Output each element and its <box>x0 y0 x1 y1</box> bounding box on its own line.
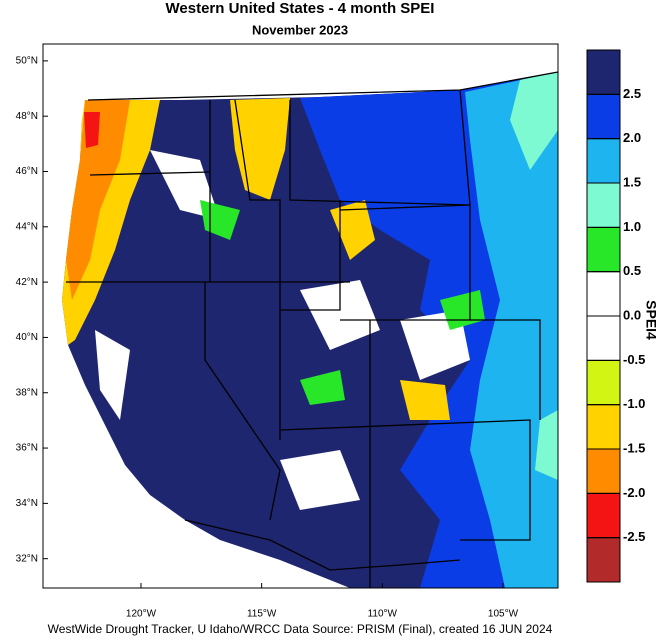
colorbar-segment <box>586 537 621 583</box>
y-tick-label: 44°N <box>16 221 38 232</box>
colorbar-tick-label: -1.0 <box>623 396 645 411</box>
y-tick-label: 32°N <box>16 553 38 564</box>
colorbar-segment <box>586 226 621 273</box>
y-tick-label: 46°N <box>16 166 38 177</box>
colorbar-segment <box>586 359 621 406</box>
credit: WestWide Drought Tracker, U Idaho/WRCC D… <box>48 622 553 636</box>
colorbar-segment <box>586 404 621 450</box>
dry-region <box>84 112 100 148</box>
colorbar-tick-label: 2.5 <box>623 86 641 101</box>
colorbar-tick-label: 2.0 <box>623 130 641 145</box>
y-tick-label: 36°N <box>16 443 38 454</box>
colorbar-segment <box>586 492 621 539</box>
y-tick-label: 40°N <box>16 332 38 343</box>
y-tick-label: 50°N <box>16 56 38 67</box>
subtitle: November 2023 <box>252 22 348 37</box>
title: Western United States - 4 month SPEI <box>166 0 435 17</box>
colorbar-tick-label: -2.0 <box>623 485 645 500</box>
map-area <box>42 43 559 589</box>
colorbar-segment <box>586 182 621 228</box>
y-tick-label: 42°N <box>16 277 38 288</box>
colorbar-tick-label: -2.5 <box>623 529 645 544</box>
colorbar-tick-label: -1.5 <box>623 440 645 455</box>
colorbar-segment <box>586 271 621 317</box>
x-tick-label: 105°W <box>488 609 519 620</box>
colorbar-tick-label: 0.5 <box>623 263 641 278</box>
colorbar-segment <box>586 93 621 140</box>
x-tick-label: 110°W <box>368 609 398 620</box>
y-tick-label: 48°N <box>16 111 38 122</box>
colorbar-segment <box>586 448 621 494</box>
dry-region <box>66 100 130 300</box>
colorbar-title: SPEI4 <box>643 300 659 340</box>
wet-region <box>510 72 558 480</box>
colorbar-tick-label: -0.5 <box>623 352 645 367</box>
wet-region <box>200 200 485 405</box>
colorbar-segment <box>586 49 621 95</box>
map-frame <box>42 43 559 589</box>
colorbar-segment <box>586 315 621 361</box>
x-tick-label: 120°W <box>126 609 157 620</box>
colorbar-tick-label: 1.5 <box>623 174 641 189</box>
wet-region <box>465 72 558 588</box>
x-tick-label: 115°W <box>247 609 277 620</box>
colorbar: 2.5 2.0 1.5 1.0 0.5 0.0 -0.5 -1.0 -1.5 -2.0 -2.5 <box>586 49 645 583</box>
y-tick-label: 38°N <box>16 387 38 398</box>
y-tick-label: 34°N <box>16 498 38 509</box>
colorbar-tick-label: 1.0 <box>623 219 641 234</box>
state-boundaries <box>66 71 559 588</box>
dry-region <box>230 98 450 420</box>
colorbar-segment <box>586 138 621 184</box>
colorbar-tick-label: 0.0 <box>623 307 641 322</box>
